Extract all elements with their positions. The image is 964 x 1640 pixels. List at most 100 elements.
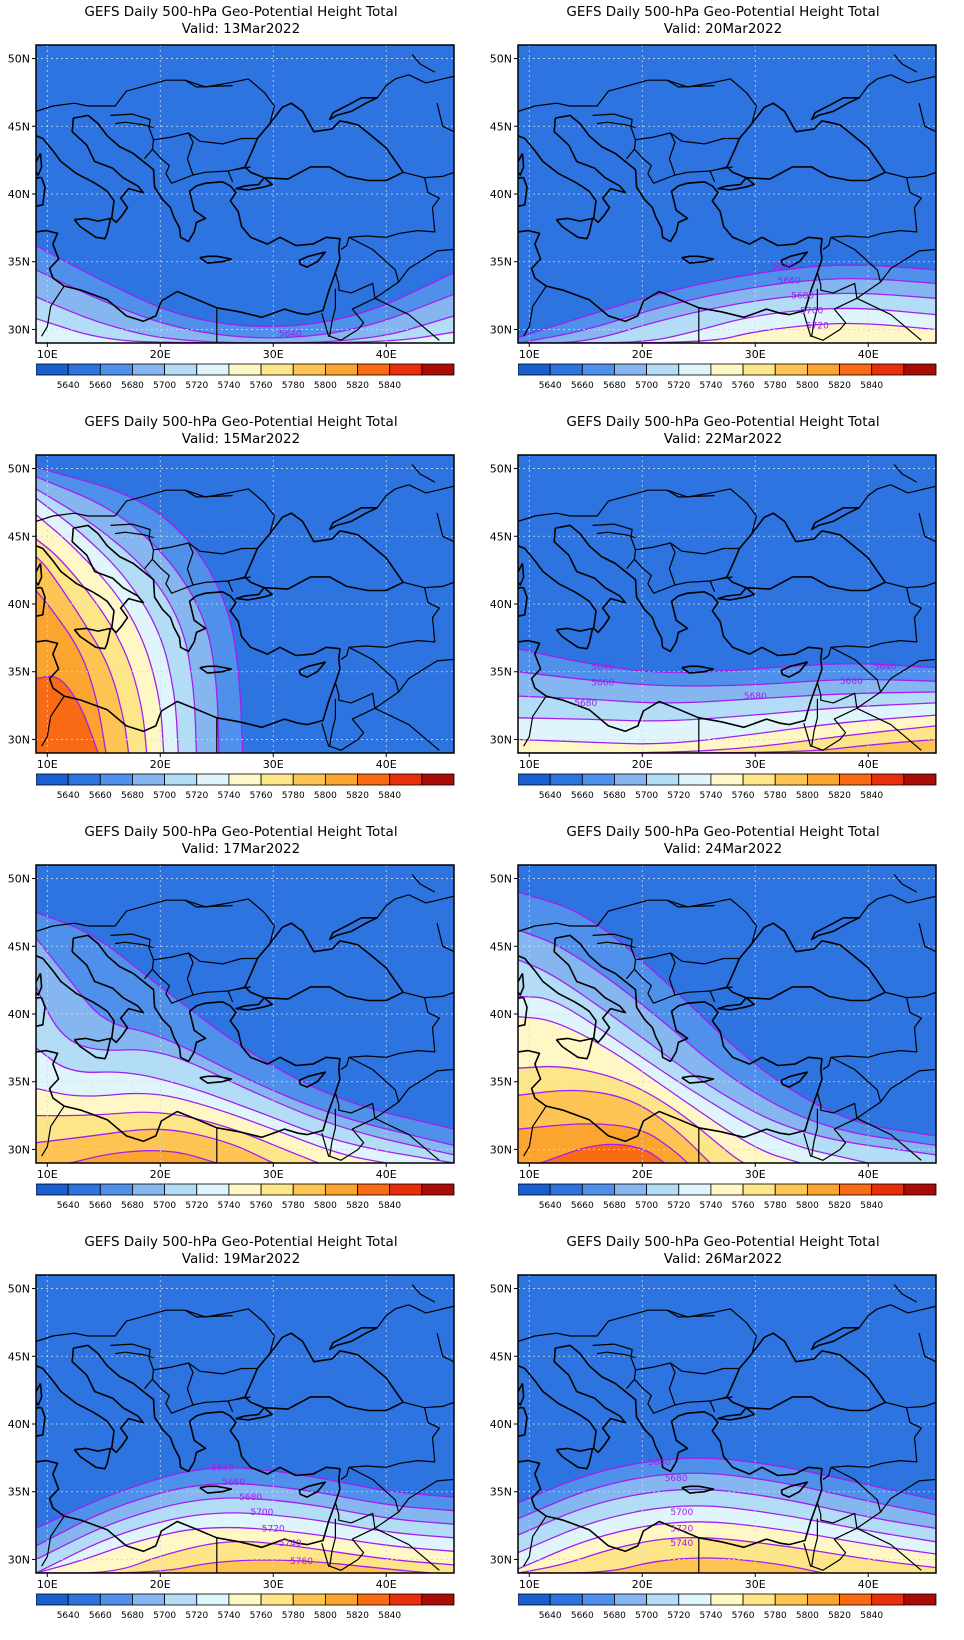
colorbar-swatch <box>903 773 937 786</box>
height-band <box>36 1560 432 1573</box>
country-border <box>523 1515 547 1567</box>
country-border <box>403 991 454 999</box>
country-border <box>518 957 519 958</box>
colorbar: 5640 5660 5680 5700 5720 5740 5760 5780 5800 5820… <box>518 773 938 801</box>
country-border <box>227 1400 234 1413</box>
country-border <box>188 132 258 145</box>
country-border <box>88 488 275 534</box>
colorbar-label: 5840 <box>860 1201 883 1211</box>
colorbar-label: 5640 <box>539 1611 562 1621</box>
contour-line <box>36 497 179 753</box>
colorbar-label: 5700 <box>635 1201 658 1211</box>
country-border <box>890 894 936 904</box>
coastline <box>36 1348 145 1454</box>
colorbar-swatch <box>774 1183 808 1196</box>
colorbar-swatch <box>903 1183 937 1196</box>
coastline <box>235 1407 273 1421</box>
contour-line <box>518 1488 936 1536</box>
colorbar-swatch <box>549 773 583 786</box>
coastline <box>518 586 528 617</box>
lon-tick-label: 20E <box>150 1578 171 1591</box>
country-border <box>321 1108 336 1157</box>
lat-tick-label: 35N <box>490 1486 512 1499</box>
country-border <box>403 171 454 179</box>
country-border <box>376 484 409 509</box>
country-border <box>716 1396 728 1401</box>
colorbar-label: 5740 <box>217 791 240 801</box>
lon-tick-label: 10E <box>37 348 58 361</box>
country-border <box>816 236 882 299</box>
country-border <box>803 1108 818 1157</box>
colorbar-swatch <box>581 1183 615 1196</box>
contour-label: 5720 <box>262 1524 285 1534</box>
lon-tick-label: 30E <box>745 1168 766 1181</box>
contour-line <box>518 1457 936 1504</box>
lat-tick-label: 30N <box>8 1553 30 1566</box>
lon-tick-label: 10E <box>37 1168 58 1181</box>
colorbar-label: 5840 <box>860 381 883 391</box>
panel-valid-date: Valid: 19Mar2022 <box>181 1251 301 1267</box>
country-border <box>518 547 519 548</box>
country-border <box>115 531 154 539</box>
colorbar-swatch <box>292 1183 326 1196</box>
colorbar-swatch <box>774 363 808 376</box>
coastline <box>518 1383 525 1406</box>
colorbar-swatch <box>678 363 712 376</box>
colorbar-swatch <box>646 363 680 376</box>
colorbar-swatch <box>99 1183 133 1196</box>
colorbar-label: 5680 <box>121 791 144 801</box>
colorbar-swatch <box>710 1183 744 1196</box>
map-layer: 5640 5660 5680 5700 5720 5740 5760 <box>36 1275 454 1573</box>
contour-label: 5640 <box>772 262 795 272</box>
colorbar-swatch <box>678 773 712 786</box>
coastline <box>298 1481 326 1498</box>
colorbar: 5640 5660 5680 5700 5720 5740 5760 5780 5800 5820… <box>36 773 456 801</box>
country-border <box>518 137 519 138</box>
coastline <box>780 661 808 678</box>
contour-line <box>36 1512 454 1573</box>
coastline <box>298 251 326 268</box>
lat-tick-label: 35N <box>490 256 512 269</box>
contour-line <box>36 1526 454 1573</box>
colorbar-label: 5640 <box>539 381 562 391</box>
lat-tick-label: 35N <box>8 666 30 679</box>
contour-line <box>36 1482 454 1547</box>
height-band <box>518 1557 823 1573</box>
colorbar-swatch <box>67 1593 101 1606</box>
contour-label: 5660 <box>778 277 801 287</box>
colorbar-label: 5640 <box>57 1611 80 1621</box>
colorbar-swatch <box>518 1593 551 1606</box>
lon-tick-label: 30E <box>263 348 284 361</box>
contour-line <box>36 1087 387 1163</box>
lon-tick-label: 30E <box>263 758 284 771</box>
coastline <box>518 528 627 634</box>
country-border <box>340 1057 350 1070</box>
colorbar-swatch <box>806 363 840 376</box>
colorbar-label: 5800 <box>796 1201 819 1211</box>
country-border <box>716 166 728 171</box>
country-border <box>670 542 740 555</box>
country-border <box>918 1333 936 1363</box>
colorbar-swatch <box>67 1183 101 1196</box>
coastline <box>36 563 43 586</box>
coastline <box>36 524 341 733</box>
country-border <box>88 78 275 124</box>
coastline <box>73 1447 112 1470</box>
coastline <box>810 97 860 121</box>
colorbar-label: 5840 <box>378 791 401 801</box>
country-border <box>110 933 155 980</box>
country-border <box>398 1478 453 1513</box>
map-plot: 50N 45N 40N 35N 30N 10E 20E 30E 40E <box>8 864 455 1181</box>
contour-line <box>518 1505 936 1554</box>
coastline <box>810 507 860 531</box>
contour-line <box>36 590 107 753</box>
colorbar-swatch <box>742 773 776 786</box>
coastline <box>298 661 326 678</box>
country-border <box>709 1400 716 1413</box>
lon-tick-label: 40E <box>858 1578 879 1591</box>
country-border <box>890 74 936 84</box>
lat-tick-label: 40N <box>8 598 30 611</box>
contour-label: 5680 <box>239 1493 262 1503</box>
colorbar-label: 5720 <box>185 791 208 801</box>
country-border <box>885 171 936 179</box>
